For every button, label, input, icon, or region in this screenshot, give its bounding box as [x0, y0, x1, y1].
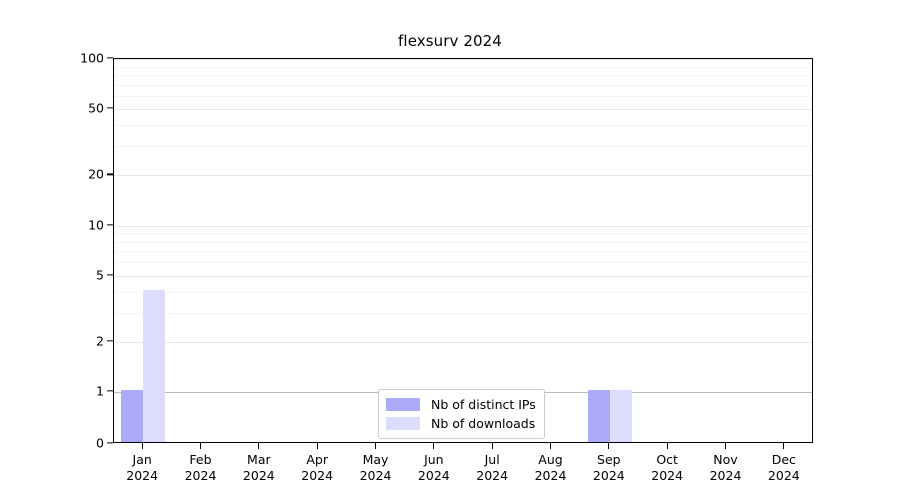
x-tick-label: Apr 2024 — [272, 452, 362, 484]
y-tick-label: 1 — [96, 383, 104, 399]
x-tick-label: Jul 2024 — [447, 452, 537, 484]
x-tick-label: Mar 2024 — [214, 452, 304, 484]
gridline — [114, 66, 812, 68]
x-tick-year: 2024 — [592, 468, 625, 483]
y-tick-mark — [107, 107, 113, 109]
x-tick-month: Dec — [771, 452, 796, 467]
x-tick-mark — [608, 443, 610, 449]
x-tick-label: Oct 2024 — [622, 452, 712, 484]
x-tick-label: May 2024 — [331, 452, 421, 484]
legend-item: Nb of distinct IPs — [386, 395, 536, 414]
gridline — [114, 125, 812, 127]
x-tick-mark — [258, 443, 260, 449]
x-tick-label: Aug 2024 — [506, 452, 596, 484]
x-tick-mark — [549, 443, 552, 449]
gridline — [114, 75, 812, 77]
x-tick-year: 2024 — [301, 468, 334, 483]
x-tick-year: 2024 — [476, 468, 509, 483]
gridline — [114, 175, 812, 177]
bar-nb-of-downloads — [609, 390, 632, 442]
x-tick-label: Jan 2024 — [97, 452, 187, 484]
x-tick-year: 2024 — [417, 468, 450, 483]
legend-item: Nb of downloads — [386, 414, 536, 433]
x-tick-year: 2024 — [242, 468, 275, 483]
bar-nb-of-distinct-ips — [587, 390, 610, 442]
x-tick-mark — [141, 443, 143, 449]
legend-label: Nb of downloads — [431, 416, 536, 431]
y-tick-label: 50 — [88, 100, 104, 116]
y-tick-label: 20 — [88, 166, 104, 182]
x-tick-month: Jan — [132, 452, 152, 467]
x-tick-month: Oct — [656, 452, 678, 467]
plot-area — [113, 58, 813, 443]
x-tick-mark — [374, 443, 377, 449]
gridline — [114, 275, 812, 277]
x-tick-label: Sep 2024 — [564, 452, 654, 484]
x-tick-label: Jun 2024 — [389, 452, 479, 484]
y-tick-mark — [107, 390, 113, 392]
gridline — [114, 84, 812, 86]
gridline — [114, 225, 812, 227]
x-tick-year: 2024 — [709, 468, 742, 483]
gridline — [114, 109, 812, 111]
x-tick-month: Nov — [713, 452, 738, 467]
y-tick-label: 0 — [96, 435, 104, 451]
y-tick-mark — [107, 57, 113, 59]
x-tick-year: 2024 — [184, 468, 217, 483]
bars-layer — [114, 59, 812, 442]
chart-title: flexsurv 2024 — [398, 32, 502, 50]
x-tick-month: Aug — [538, 452, 563, 467]
x-tick-year: 2024 — [359, 468, 392, 483]
y-tick-label: 10 — [88, 217, 104, 232]
gridline — [114, 341, 812, 343]
x-tick-month: Mar — [247, 452, 271, 467]
x-tick-year: 2024 — [126, 468, 159, 483]
chart-legend: Nb of distinct IPs Nb of downloads — [378, 389, 545, 439]
y-tick-mark — [107, 173, 113, 176]
x-tick-label: Nov 2024 — [681, 452, 771, 484]
gridline — [114, 291, 812, 293]
x-tick-month: May — [362, 452, 389, 467]
y-tick-mark — [107, 273, 113, 276]
x-tick-month: Sep — [597, 452, 621, 467]
gridlines — [114, 59, 812, 442]
gridline — [114, 59, 812, 60]
gridline — [114, 241, 812, 243]
x-tick-label: Feb 2024 — [156, 452, 246, 484]
x-tick-month: Feb — [189, 452, 212, 467]
y-tick-mark — [107, 442, 113, 444]
x-tick-mark — [199, 443, 202, 449]
legend-swatch-icon — [386, 398, 420, 411]
x-tick-mark — [491, 443, 493, 449]
x-tick-mark — [724, 443, 727, 449]
y-tick-label: 5 — [96, 267, 104, 283]
bar-nb-of-downloads — [143, 289, 166, 442]
x-tick-mark — [433, 443, 435, 449]
gridline — [114, 312, 812, 314]
gridline — [114, 233, 812, 235]
x-tick-year: 2024 — [767, 468, 800, 483]
x-tick-year: 2024 — [651, 468, 684, 483]
y-tick-label: 100 — [80, 50, 104, 66]
legend-label: Nb of distinct IPs — [431, 397, 536, 412]
bar-nb-of-distinct-ips — [121, 390, 144, 442]
y-tick-mark — [107, 223, 113, 226]
x-tick-year: 2024 — [534, 468, 567, 483]
gridline — [114, 146, 812, 148]
y-tick-mark — [107, 340, 113, 342]
x-tick-month: Jun — [424, 452, 444, 467]
x-tick-mark — [666, 443, 668, 449]
x-tick-mark — [783, 443, 785, 449]
x-tick-label: Dec 2024 — [739, 452, 829, 484]
x-tick-month: Apr — [306, 452, 328, 467]
y-tick-label: 2 — [96, 333, 104, 349]
x-tick-month: Jul — [484, 452, 500, 467]
legend-swatch-icon — [386, 417, 420, 430]
gridline — [114, 95, 812, 97]
gridline — [114, 262, 812, 264]
gridline — [114, 251, 812, 253]
x-tick-mark — [316, 443, 318, 449]
